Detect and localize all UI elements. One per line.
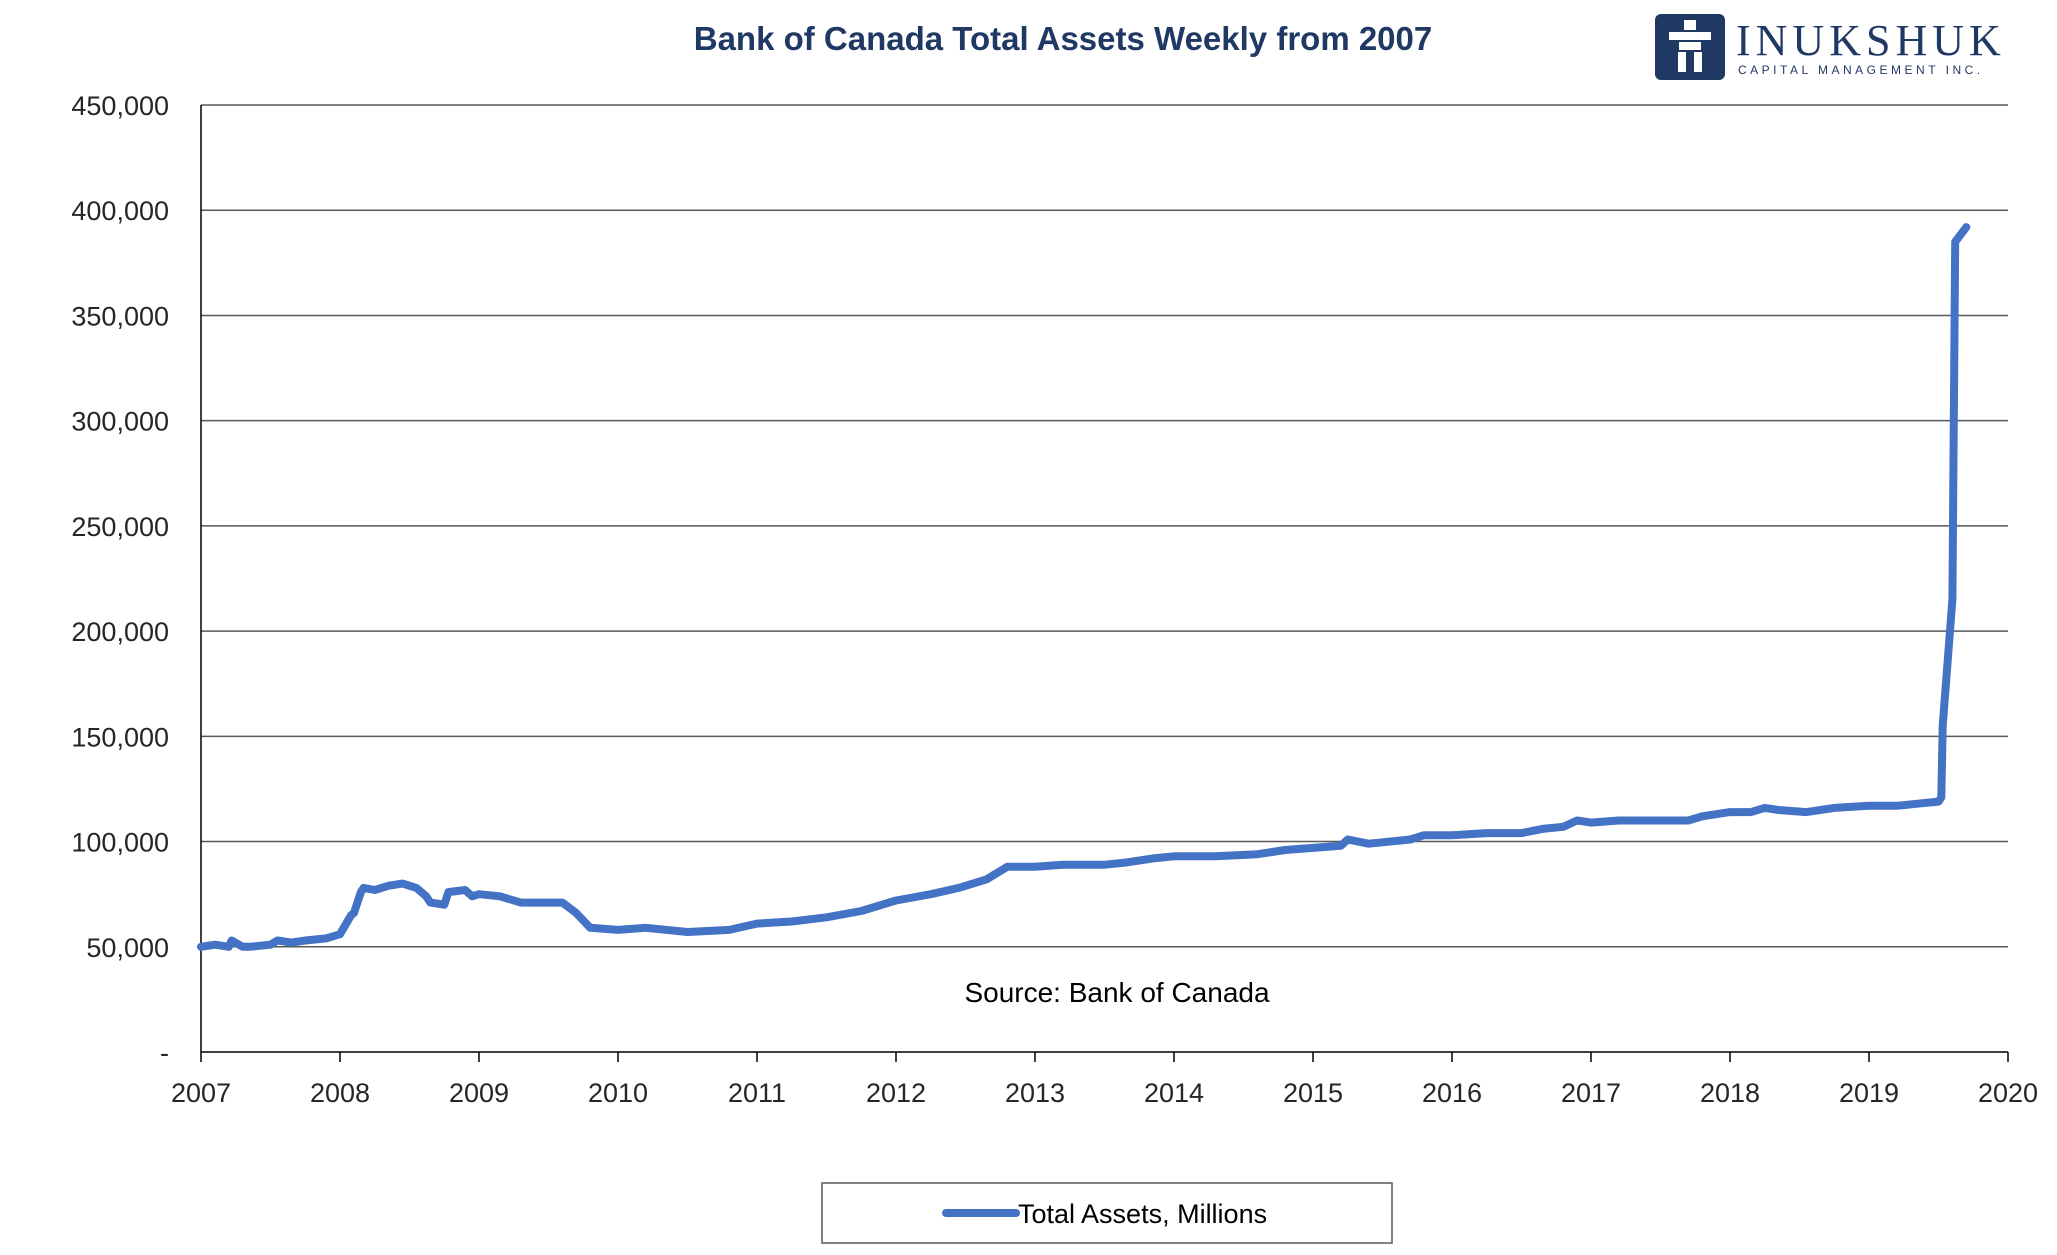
y-tick-label: 250,000 [71, 512, 169, 542]
legend: Total Assets, Millions [821, 1182, 1393, 1244]
x-tick-label: 2017 [1561, 1078, 1621, 1108]
legend-box [821, 1182, 1393, 1244]
x-tick-label: 2010 [588, 1078, 648, 1108]
x-tick-label: 2011 [728, 1078, 786, 1108]
y-tick-label: 50,000 [86, 933, 169, 963]
logo-name: INUKSHUK [1736, 16, 2006, 65]
x-axis-ticks [200, 1052, 2009, 1062]
logo-tagline: CAPITAL MANAGEMENT INC. [1738, 63, 1984, 77]
y-tick-label: 200,000 [71, 617, 169, 647]
x-tick-label: 2008 [310, 1078, 370, 1108]
legend-label: Total Assets, Millions [1018, 1199, 1267, 1229]
inukshuk-icon [1669, 20, 1711, 72]
y-tick-label: 400,000 [71, 196, 169, 226]
x-tick-label: 2012 [866, 1078, 926, 1108]
x-tick-label: 2018 [1700, 1078, 1760, 1108]
x-tick-label: 2019 [1839, 1078, 1899, 1108]
x-tick-label: 2009 [449, 1078, 509, 1108]
y-axis-labels: - 50,000 100,000 150,000 200,000 250,000 300,0… [71, 91, 169, 1068]
y-tick-label: 100,000 [71, 828, 169, 858]
y-tick-label: 150,000 [71, 722, 169, 752]
x-tick-label: 2013 [1005, 1078, 1065, 1108]
series-line-total-assets [197, 223, 1971, 951]
x-tick-label: 2015 [1283, 1078, 1343, 1108]
chart-title: Bank of Canada Total Assets Weekly from … [694, 20, 1433, 57]
source-annotation: Source: Bank of Canada [964, 977, 1270, 1008]
y-tick-label: 300,000 [71, 407, 169, 437]
y-tick-label: 350,000 [71, 301, 169, 331]
company-logo: INUKSHUK CAPITAL MANAGEMENT INC. [1655, 14, 2006, 80]
y-gridlines [201, 104, 2008, 948]
x-tick-label: 2020 [1978, 1078, 2038, 1108]
y-tick-label: - [160, 1038, 169, 1068]
x-tick-label: 2016 [1422, 1078, 1482, 1108]
x-axis-labels: 2007 2008 2009 2010 2011 2012 2013 2014 2015 2016… [171, 1078, 2038, 1108]
y-tick-label: 450,000 [71, 91, 169, 121]
x-tick-label: 2007 [171, 1078, 231, 1108]
x-tick-label: 2014 [1144, 1078, 1204, 1108]
